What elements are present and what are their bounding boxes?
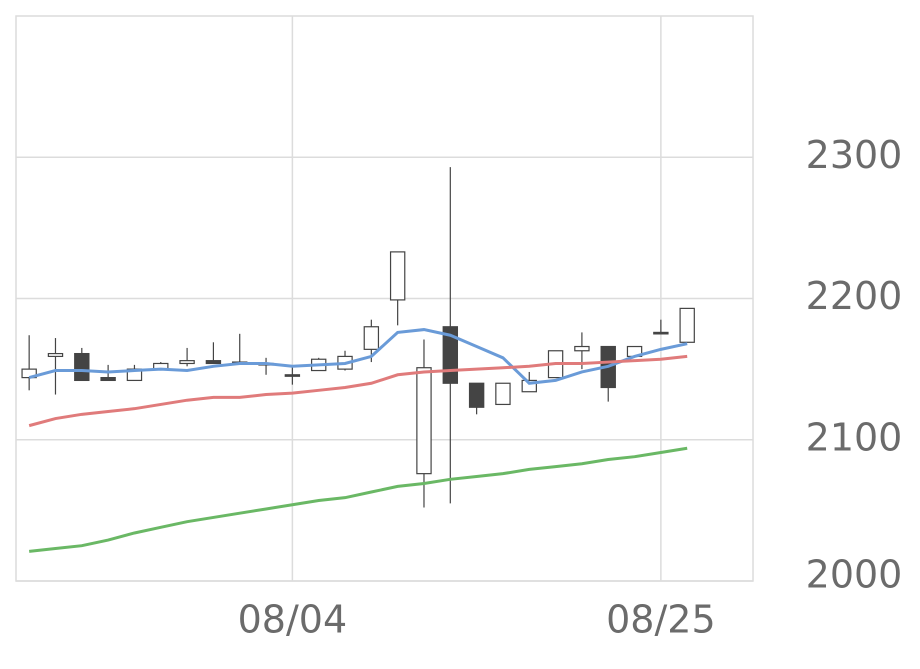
moving-average-line: [29, 446, 688, 553]
candle-body: [521, 379, 537, 393]
y-tick-label: 2300: [806, 133, 903, 177]
candle-body: [205, 360, 222, 365]
candle-body: [284, 374, 301, 377]
candle-body: [679, 307, 695, 343]
x-tick-label: 08/04: [238, 598, 348, 642]
candle-body: [47, 352, 64, 358]
candle-body: [416, 367, 432, 475]
y-tick-label: 2100: [806, 415, 903, 459]
candle-body: [574, 345, 590, 352]
moving-average-line: [28, 328, 688, 385]
candle-body: [100, 377, 116, 382]
candle-body: [179, 360, 195, 365]
x-tick-label: 08/25: [606, 598, 716, 642]
candle-body: [74, 352, 90, 382]
candle-body: [495, 382, 511, 406]
candle-body: [468, 382, 485, 408]
candle-body: [389, 251, 406, 301]
candle-body: [653, 331, 669, 335]
candle-body: [21, 368, 37, 379]
y-tick-label: 2200: [806, 274, 903, 318]
candle-body: [363, 326, 380, 350]
moving-average-line: [28, 354, 688, 428]
y-tick-label: 2000: [806, 553, 903, 597]
